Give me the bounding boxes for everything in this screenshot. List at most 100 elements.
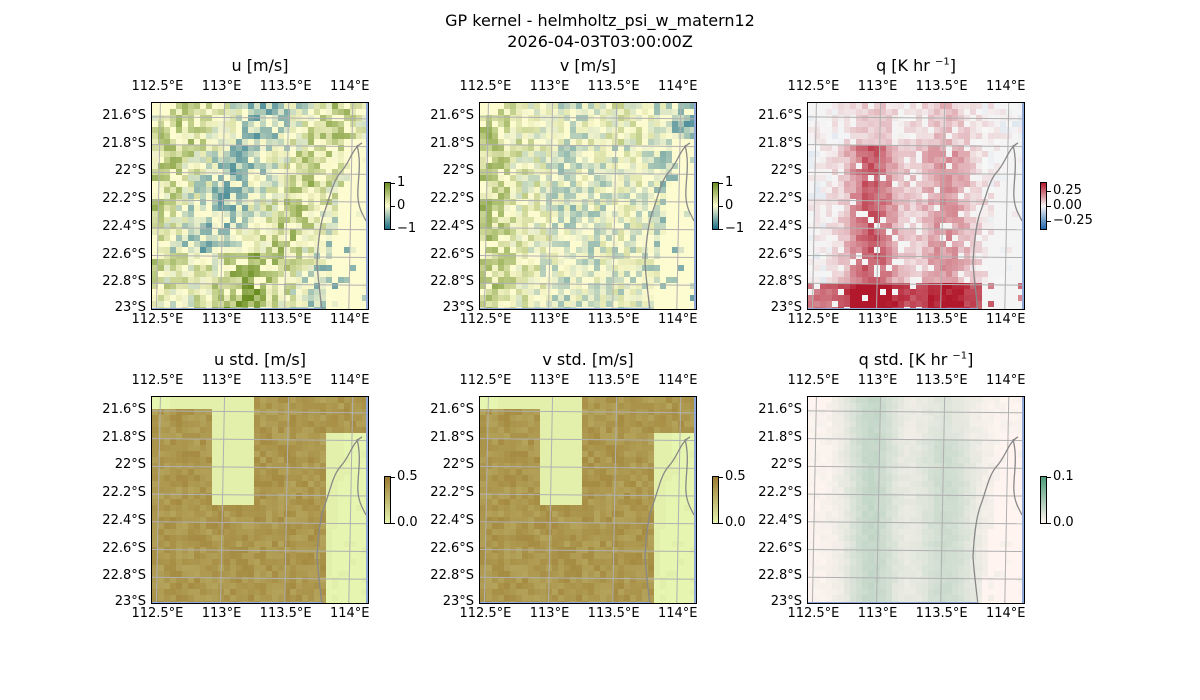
heatmap-cell (934, 259, 940, 265)
heatmap-cell (534, 205, 540, 211)
heatmap-cell (260, 169, 266, 175)
heatmap-cell (308, 445, 314, 451)
heatmap-cell (158, 589, 164, 595)
heatmap-cell (498, 409, 504, 415)
heatmap-cell (612, 127, 618, 133)
heatmap-cell (540, 169, 546, 175)
heatmap-cell (230, 193, 236, 199)
heatmap-cell (642, 277, 648, 283)
heatmap-cell (188, 229, 194, 235)
heatmap-cell (188, 181, 194, 187)
heatmap-cell (576, 529, 582, 535)
heatmap-cell (856, 229, 862, 235)
heatmap-cell (666, 145, 672, 151)
heatmap-cell (952, 157, 958, 163)
heatmap-cell (820, 115, 826, 121)
heatmap-cell (326, 151, 332, 157)
heatmap-cell (838, 181, 844, 187)
heatmap-cell (630, 301, 636, 307)
heatmap-cell (308, 283, 314, 289)
heatmap-cell (492, 541, 498, 547)
heatmap-cell (302, 541, 308, 547)
heatmap-cell (546, 175, 552, 181)
heatmap-cell (874, 205, 880, 211)
heatmap-cell (272, 523, 278, 529)
heatmap-cell (832, 133, 838, 139)
heatmap-cell (522, 241, 528, 247)
heatmap-cell (290, 493, 296, 499)
heatmap-cell (522, 421, 528, 427)
heatmap-cell (164, 265, 170, 271)
heatmap-cell (308, 397, 314, 403)
heatmap-cell (856, 181, 862, 187)
heatmap-cell (838, 163, 844, 169)
heatmap-cell (308, 535, 314, 541)
heatmap-cell (832, 199, 838, 205)
heatmap-cell (630, 265, 636, 271)
heatmap-cell (582, 541, 588, 547)
heatmap-cell (522, 409, 528, 415)
heatmap-cell (516, 427, 522, 433)
heatmap-cell (486, 571, 492, 577)
heatmap-cell (272, 403, 278, 409)
heatmap-cell (528, 205, 534, 211)
heatmap-cell (546, 199, 552, 205)
heatmap-cell (582, 157, 588, 163)
heatmap-cell (510, 175, 516, 181)
heatmap-cell (308, 253, 314, 259)
heatmap-cell (516, 403, 522, 409)
heatmap-cell (290, 403, 296, 409)
heatmap-cell (278, 415, 284, 421)
parallel-line (152, 255, 368, 259)
heatmap-cell (272, 541, 278, 547)
heatmap-cell (272, 259, 278, 265)
heatmap-cell (814, 151, 820, 157)
heatmap-cell (838, 157, 844, 163)
heatmap-cell (158, 259, 164, 265)
heatmap-cell (528, 595, 534, 601)
heatmap-cell (266, 421, 272, 427)
heatmap-cell (642, 151, 648, 157)
heatmap-cell (564, 475, 570, 481)
heatmap-cell (326, 133, 332, 139)
heatmap-cell (510, 415, 516, 421)
heatmap-cell (296, 295, 302, 301)
heatmap-cell (296, 529, 302, 535)
heatmap-cell (212, 481, 218, 487)
heatmap-cell (254, 523, 260, 529)
heatmap-cell (338, 103, 344, 109)
heatmap-cell (654, 205, 660, 211)
heatmap-cell (910, 199, 916, 205)
heatmap-cell (964, 265, 970, 271)
heatmap-cell (158, 223, 164, 229)
heatmap-cell (254, 457, 260, 463)
heatmap-cell (504, 517, 510, 523)
heatmap-cell (194, 553, 200, 559)
heatmap-cell (904, 295, 910, 301)
heatmap-cell (248, 289, 254, 295)
heatmap-cell (176, 481, 182, 487)
heatmap-cell (856, 169, 862, 175)
heatmap-cell (362, 157, 368, 163)
heatmap-cell (862, 151, 868, 157)
heatmap-cell (856, 271, 862, 277)
heatmap-cell (206, 505, 212, 511)
heatmap-cell (230, 577, 236, 583)
heatmap-cell (820, 187, 826, 193)
heatmap-cell (368, 133, 369, 139)
heatmap-cell (600, 505, 606, 511)
heatmap-cell (606, 259, 612, 265)
heatmap-cell (212, 223, 218, 229)
heatmap-cell (254, 475, 260, 481)
heatmap-cell (314, 241, 320, 247)
heatmap-cell (528, 133, 534, 139)
panel-title-v_std: v std. [m/s] (542, 350, 634, 369)
heatmap-cell (272, 493, 278, 499)
heatmap-cell (880, 283, 886, 289)
heatmap-cell (516, 283, 522, 289)
heatmap-cell (290, 193, 296, 199)
heatmap-cell (218, 487, 224, 493)
heatmap-cell (290, 421, 296, 427)
heatmap-cell (308, 259, 314, 265)
heatmap-cell (1012, 103, 1018, 109)
